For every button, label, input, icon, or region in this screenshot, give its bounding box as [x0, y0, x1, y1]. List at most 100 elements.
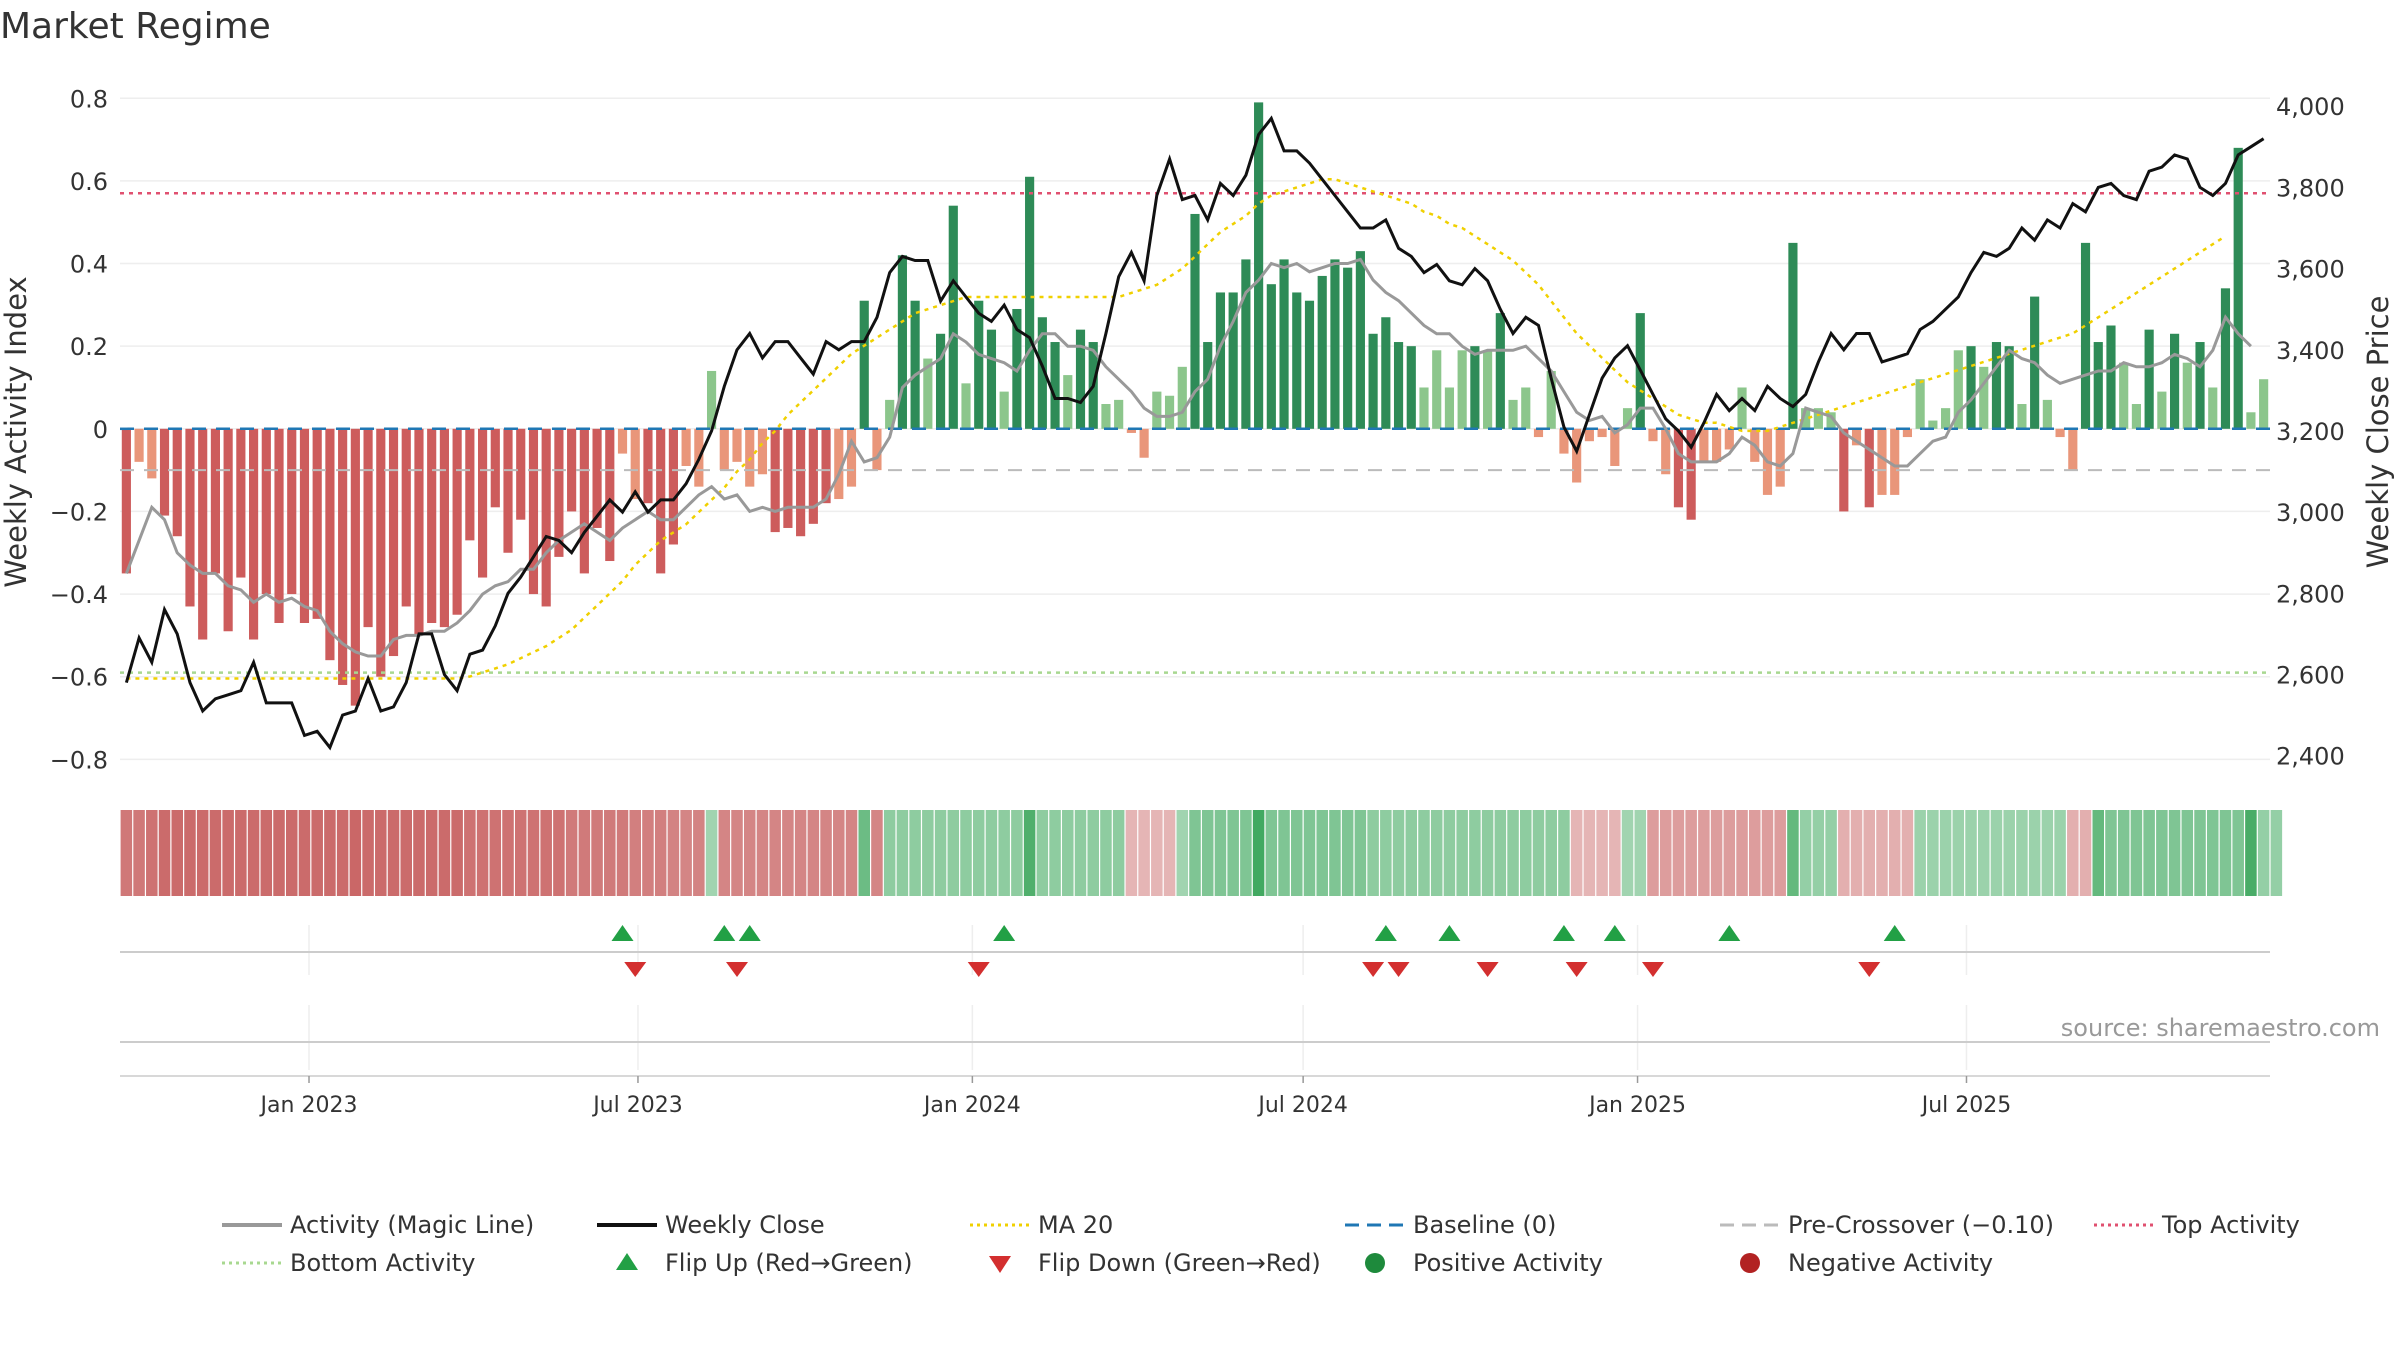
flip-up-marker	[713, 925, 736, 941]
regime-strip-cell	[1698, 810, 1710, 896]
regime-strip-cell	[1227, 810, 1239, 896]
right-tick-label: 4,000	[2276, 93, 2345, 121]
regime-strip-cell	[1443, 810, 1456, 896]
regime-strip-cell	[858, 810, 870, 896]
legend-label: Pre-Crossover (−0.10)	[1788, 1211, 2055, 1239]
activity-bar	[465, 428, 475, 541]
activity-bar	[1228, 292, 1238, 429]
activity-bar	[1190, 213, 1200, 429]
activity-bar	[2144, 329, 2154, 429]
activity-bar	[287, 428, 297, 595]
x-tick-label: Jul 2023	[591, 1093, 683, 1118]
reference-lines	[120, 192, 2270, 674]
activity-bar	[2233, 147, 2243, 429]
regime-strip-cell	[1850, 810, 1863, 896]
activity-bar	[1241, 259, 1251, 429]
regime-strip-cell	[553, 810, 565, 896]
activity-bar	[1826, 412, 1836, 429]
regime-strip-cell	[1189, 810, 1201, 896]
activity-bar	[1355, 251, 1365, 429]
weekly-close-line	[124, 115, 2265, 751]
regime-strip-cell	[1291, 810, 1303, 896]
x-tick-label: Jul 2025	[1920, 1093, 2012, 1118]
flip-down-marker	[624, 962, 647, 977]
activity-bar	[1203, 342, 1213, 429]
regime-strip-cell	[1558, 810, 1570, 896]
activity-bar	[1330, 259, 1340, 429]
solid-line-black-icon	[597, 1223, 657, 1227]
regime-strip-cell	[1825, 810, 1837, 896]
activity-bar	[1114, 399, 1124, 429]
regime-strip-cell	[718, 810, 731, 896]
flip-down-marker	[726, 962, 749, 977]
regime-strip-cell	[273, 810, 285, 896]
regime-strip-cell	[1074, 810, 1087, 896]
activity-bar	[706, 370, 717, 429]
activity-bar	[1406, 346, 1416, 429]
flip-up-marker	[1552, 925, 1575, 941]
regime-strip-cell	[654, 810, 667, 896]
regime-strip-cell	[1621, 810, 1634, 896]
regime-strip-cell	[604, 810, 616, 896]
regime-strip-cell	[960, 810, 972, 896]
activity-bar	[974, 300, 984, 429]
regime-strip-cell	[527, 810, 540, 896]
regime-strip-cell	[756, 810, 769, 896]
activity-bar	[719, 428, 729, 471]
left-tick-label: 0.4	[70, 251, 108, 279]
activity-bar	[477, 428, 488, 578]
regime-strip-cell	[120, 810, 133, 896]
activity-bar	[274, 428, 284, 623]
activity-bar	[1724, 428, 1734, 450]
flip-down-marker	[1362, 962, 1385, 977]
regime-strip-cell	[2054, 810, 2066, 896]
activity-bar	[2195, 342, 2205, 429]
activity-bar	[1775, 428, 1785, 487]
activity-bar	[1483, 350, 1493, 429]
flip-up-marker	[1883, 925, 1906, 941]
regime-strip-cell	[1062, 810, 1074, 896]
regime-strip-cell	[1710, 810, 1723, 896]
regime-strip-cell	[1990, 810, 2003, 896]
triangle-down-red-icon	[989, 1256, 1011, 1273]
regime-strip-cell	[1112, 810, 1125, 896]
activity-bar	[986, 329, 997, 429]
activity-bar	[159, 428, 170, 516]
regime-strip-cell	[146, 810, 158, 896]
activity-bar	[821, 428, 831, 504]
flip-up-marker	[1603, 925, 1626, 941]
dashed-line-blue-icon	[1345, 1223, 1405, 1227]
activity-bar	[1801, 408, 1811, 429]
regime-strip-cell	[1036, 810, 1049, 896]
activity-bar	[1381, 317, 1391, 429]
x-tick-label: Jan 2023	[259, 1093, 358, 1118]
activity-bar	[783, 428, 793, 528]
regime-strip-cell	[2257, 810, 2270, 896]
activity-bar	[401, 428, 411, 607]
regime-strip-cell	[769, 810, 781, 896]
activity-bar	[1444, 387, 1455, 429]
activity-bar	[605, 428, 615, 562]
left-tick-label: −0.4	[50, 581, 108, 609]
legend-item-negative-activity: Negative Activity	[1718, 1245, 1993, 1281]
flip-up-marker	[1374, 925, 1397, 941]
activity-bar	[1890, 428, 1900, 495]
regime-strip-cell	[260, 810, 273, 896]
left-tick-label: −0.6	[50, 664, 108, 692]
activity-bar	[1788, 242, 1798, 429]
regime-strip-cell	[1672, 810, 1685, 896]
activity-bar	[185, 428, 195, 607]
flip-up-marker	[611, 925, 634, 941]
chart-title: Market Regime	[0, 6, 271, 47]
right-tick-label: 3,600	[2276, 256, 2345, 284]
right-axis-label: Weekly Close Price	[2361, 296, 2395, 569]
activity-bar	[427, 428, 437, 623]
activity-bar	[1457, 350, 1467, 429]
legend-item-baseline: Baseline (0)	[1343, 1207, 1556, 1243]
regime-strip-cell	[2143, 810, 2155, 896]
activity-bar	[1254, 102, 1264, 429]
regime-strip-cell	[1418, 810, 1430, 896]
legend-item-flip-up: Flip Up (Red→Green)	[595, 1245, 913, 1281]
x-tick-label: Jul 2024	[1256, 1093, 1348, 1118]
regime-strip-cell	[1278, 810, 1290, 896]
